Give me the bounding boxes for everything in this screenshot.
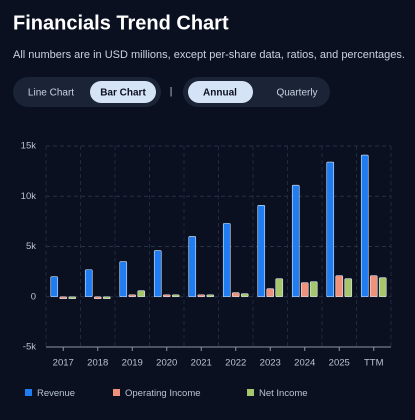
bar xyxy=(240,293,249,298)
annual-tab[interactable]: Annual xyxy=(203,88,237,99)
legend-label[interactable]: Revenue xyxy=(37,388,75,399)
bar xyxy=(326,161,335,298)
legend-swatch[interactable] xyxy=(25,389,32,396)
bar xyxy=(50,276,59,298)
quarterly-tab[interactable]: Quarterly xyxy=(276,88,317,99)
chart-subtitle: All numbers are in USD millions, except … xyxy=(13,49,405,61)
bar xyxy=(344,278,353,298)
bar xyxy=(257,204,266,298)
bar xyxy=(197,294,206,298)
x-tick-label: 2017 xyxy=(53,358,74,369)
x-tick-label: 2022 xyxy=(225,358,246,369)
y-tick-label: 15k xyxy=(21,141,37,152)
bar xyxy=(153,250,162,298)
bar xyxy=(68,296,77,300)
bar xyxy=(222,223,231,298)
selected-pill xyxy=(90,81,156,103)
separator: | xyxy=(170,87,173,98)
bar xyxy=(206,294,215,298)
legend-swatch[interactable] xyxy=(247,389,254,396)
x-tick-label: 2021 xyxy=(191,358,212,369)
legend-label[interactable]: Operating Income xyxy=(125,388,201,399)
x-tick-label: 2020 xyxy=(156,358,177,369)
bar xyxy=(369,275,378,298)
bar xyxy=(300,282,309,298)
bar xyxy=(188,236,197,298)
y-tick-label: -5k xyxy=(23,342,36,353)
bar xyxy=(102,296,111,300)
x-tick-label: 2019 xyxy=(122,358,143,369)
bar xyxy=(59,296,68,300)
legend-label[interactable]: Net Income xyxy=(259,388,308,399)
bar xyxy=(93,296,102,300)
x-tick-label: TTM xyxy=(364,358,384,369)
y-tick-label: 0 xyxy=(31,291,36,302)
y-tick-label: 10k xyxy=(21,191,37,202)
bar xyxy=(162,294,171,298)
line-chart-tab[interactable]: Line Chart xyxy=(28,88,74,99)
legend-swatch[interactable] xyxy=(113,389,120,396)
bar xyxy=(137,290,146,298)
bar xyxy=(128,294,137,298)
bar xyxy=(360,154,369,298)
bar xyxy=(231,292,240,298)
x-tick-label: 2024 xyxy=(294,358,315,369)
x-tick-label: 2018 xyxy=(87,358,108,369)
bar xyxy=(291,184,300,298)
bar xyxy=(335,275,344,298)
bar xyxy=(119,261,128,298)
bar xyxy=(171,294,180,298)
y-tick-label: 5k xyxy=(26,241,36,252)
bar xyxy=(378,277,387,298)
x-tick-label: 2023 xyxy=(260,358,281,369)
selected-pill xyxy=(188,81,253,103)
bar xyxy=(266,288,275,298)
bar-chart-tab[interactable]: Bar Chart xyxy=(100,88,146,99)
x-tick-label: 2025 xyxy=(329,358,350,369)
bar xyxy=(275,278,284,298)
bar xyxy=(309,281,318,298)
chart-title: Financials Trend Chart xyxy=(13,12,229,34)
bar xyxy=(84,269,93,298)
